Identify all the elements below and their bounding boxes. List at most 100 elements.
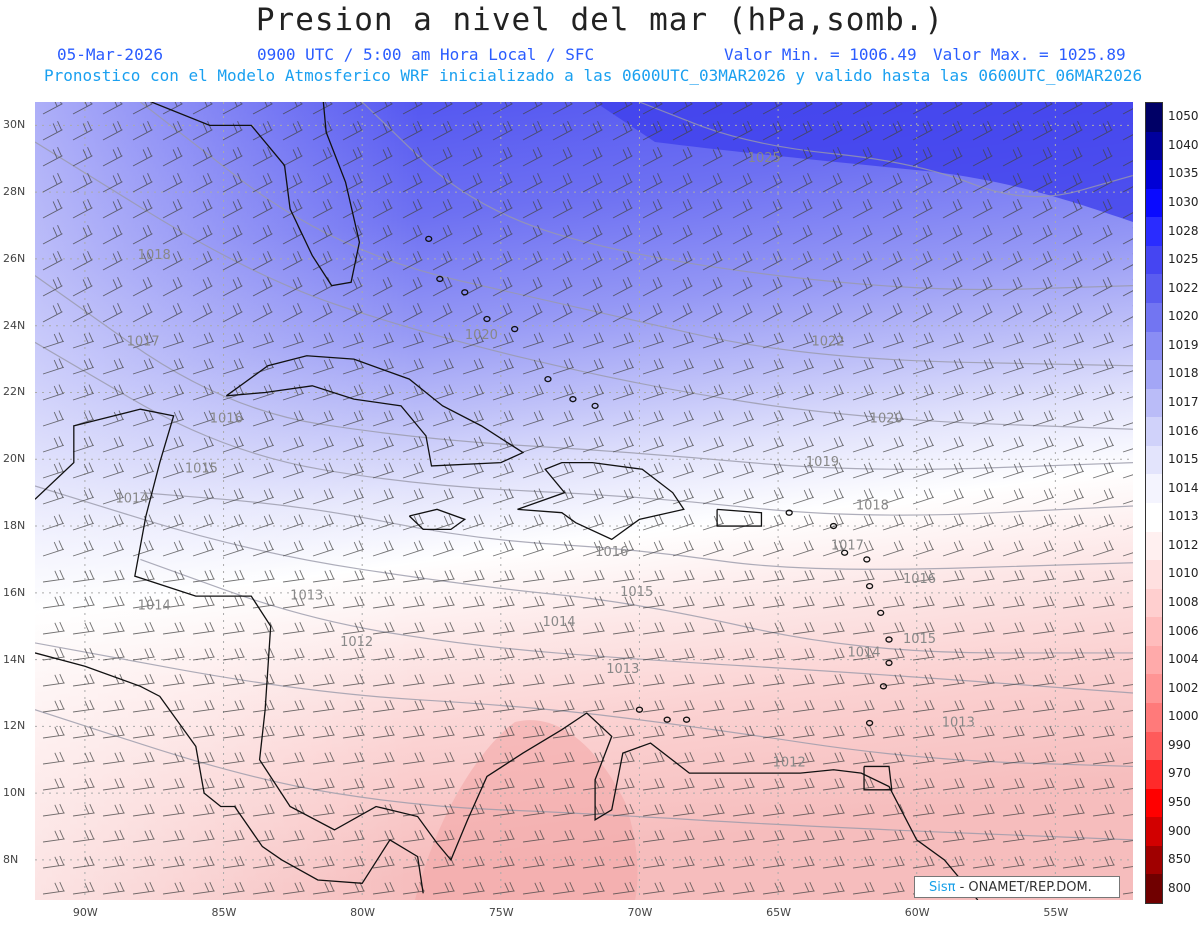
wind-barb	[192, 595, 215, 609]
wind-barb	[942, 699, 965, 713]
wind-barb	[192, 881, 215, 895]
wind-barb	[1062, 803, 1085, 817]
wind-barb	[42, 751, 65, 765]
wind-barb	[162, 777, 185, 791]
wind-barb	[522, 102, 543, 115]
wind-barb	[972, 751, 995, 765]
wind-barb	[642, 595, 665, 609]
wind-barb	[522, 146, 543, 167]
colorbar-segment	[1146, 131, 1162, 161]
wind-barb	[702, 436, 725, 453]
wind-barb	[102, 803, 125, 817]
wind-barb	[852, 332, 875, 349]
wind-barb	[252, 276, 273, 297]
wind-barb	[822, 302, 843, 323]
isobar-label-layer: 1025 1022 1020 1020 1018 1018 1019 1017 1017 1016…	[115, 151, 974, 770]
wind-barb	[522, 673, 545, 687]
wind-barb	[342, 699, 365, 713]
wind-barb	[882, 250, 903, 271]
wind-barb	[642, 410, 665, 427]
isobar-label: 1016	[210, 412, 243, 427]
wind-barb	[1122, 866, 1133, 869]
wind-barb	[942, 462, 965, 479]
wind-barb	[102, 410, 125, 427]
wind-barb	[522, 751, 545, 765]
wind-barb	[672, 595, 695, 609]
wind-barb	[882, 384, 905, 401]
wind-barb	[612, 102, 633, 115]
wind-barb	[672, 198, 693, 219]
wind-barb	[822, 198, 843, 219]
wind-barb	[72, 803, 95, 817]
wind-barb	[732, 855, 755, 869]
wind-barb	[762, 803, 785, 817]
wind-barb	[162, 569, 185, 583]
wind-barb	[762, 410, 785, 427]
wind-barb	[402, 673, 425, 687]
wind-barb	[222, 302, 243, 323]
wind-barb	[1002, 384, 1025, 401]
wind-barb	[882, 198, 903, 219]
wind-barb	[972, 198, 993, 219]
island	[591, 402, 599, 409]
wind-barb	[732, 198, 753, 219]
wind-barb	[102, 777, 125, 791]
wind-barb	[942, 514, 965, 531]
credit-box: Sisπ - ONAMET/REP.DOM.	[914, 876, 1120, 898]
wind-barb	[582, 102, 603, 115]
hispaniola-island	[517, 461, 685, 541]
colorbar-segment	[1146, 817, 1162, 847]
wind-barb	[252, 725, 275, 739]
wind-barb	[882, 829, 905, 843]
wind-barb	[1032, 410, 1055, 427]
wind-barb	[552, 358, 575, 375]
wind-barb	[852, 276, 873, 297]
high-pressure-core	[595, 102, 1133, 222]
wind-barb	[372, 540, 395, 557]
wind-barb	[102, 276, 123, 297]
wind-barb	[582, 514, 605, 531]
wind-barb	[72, 621, 95, 635]
wind-barb	[1062, 384, 1085, 401]
wind-barb	[672, 777, 695, 791]
wind-barb	[102, 102, 123, 115]
wind-barb	[462, 172, 483, 193]
colorbar-segment	[1146, 417, 1162, 447]
wind-barb	[312, 198, 333, 219]
wind-barb	[972, 725, 995, 739]
island	[663, 716, 671, 723]
wind-barb	[402, 777, 425, 791]
wind-barb	[552, 250, 573, 271]
wind-barb	[462, 250, 483, 271]
wind-barb	[492, 462, 515, 479]
island	[865, 719, 874, 727]
colorbar-segment	[1146, 788, 1162, 818]
wind-barb	[672, 881, 695, 895]
wind-barb	[792, 302, 813, 323]
wind-barb	[1002, 358, 1025, 375]
wind-barb	[222, 881, 245, 895]
wind-barb	[852, 540, 875, 557]
colorbar-label: 1025	[1168, 252, 1199, 267]
wind-barb	[252, 514, 275, 531]
wind-barb	[1092, 462, 1115, 479]
wind-barb	[882, 436, 905, 453]
wind-barb	[762, 514, 785, 531]
wind-barb	[642, 358, 665, 375]
wind-barb	[342, 725, 365, 739]
wind-barb	[1092, 224, 1113, 245]
wind-barb	[42, 462, 65, 479]
isobar-label: 1012	[340, 635, 373, 650]
wind-barb	[912, 488, 935, 505]
isobar-label: 1015	[620, 585, 653, 600]
wind-barb	[972, 540, 995, 557]
wind-barb	[282, 198, 303, 219]
wind-barb	[762, 276, 783, 297]
wind-barb	[102, 881, 125, 895]
isobar-label: 1020	[870, 412, 903, 427]
island	[829, 522, 838, 530]
wind-barb	[432, 302, 453, 323]
wind-barb	[642, 881, 665, 895]
wind-barb	[1002, 250, 1023, 271]
wind-barb	[612, 595, 635, 609]
